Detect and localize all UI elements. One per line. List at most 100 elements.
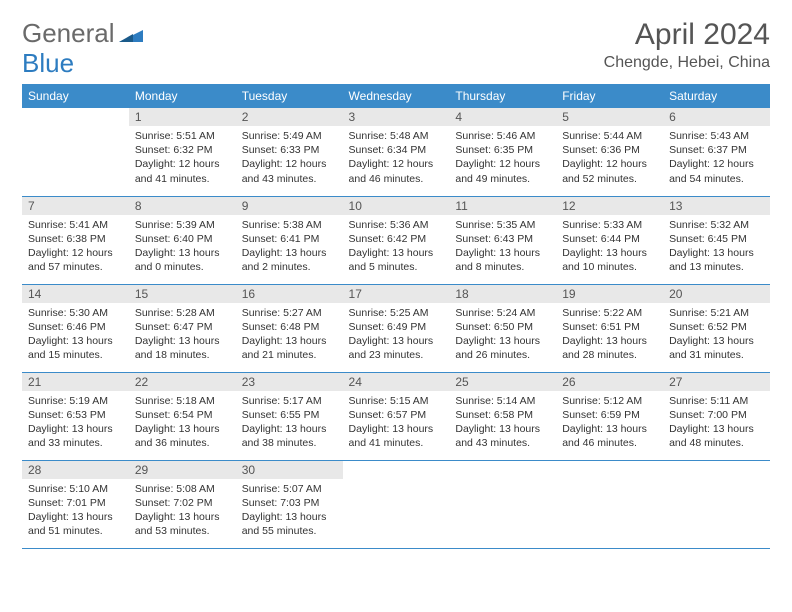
day-details: Sunrise: 5:07 AMSunset: 7:03 PMDaylight:…	[236, 479, 343, 544]
day-number: 1	[129, 108, 236, 126]
day-details: Sunrise: 5:22 AMSunset: 6:51 PMDaylight:…	[556, 303, 663, 368]
sunset-text: Sunset: 6:34 PM	[349, 143, 444, 157]
sunrise-text: Sunrise: 5:44 AM	[562, 129, 657, 143]
day-details: Sunrise: 5:15 AMSunset: 6:57 PMDaylight:…	[343, 391, 450, 456]
logo-text-blue: Blue	[22, 48, 74, 79]
day-details: Sunrise: 5:43 AMSunset: 6:37 PMDaylight:…	[663, 126, 770, 191]
calendar-cell	[556, 460, 663, 548]
sunset-text: Sunset: 6:37 PM	[669, 143, 764, 157]
day-details: Sunrise: 5:28 AMSunset: 6:47 PMDaylight:…	[129, 303, 236, 368]
calendar-cell: 1Sunrise: 5:51 AMSunset: 6:32 PMDaylight…	[129, 108, 236, 196]
sunrise-text: Sunrise: 5:43 AM	[669, 129, 764, 143]
sunrise-text: Sunrise: 5:17 AM	[242, 394, 337, 408]
calendar-table: Sunday Monday Tuesday Wednesday Thursday…	[22, 84, 770, 549]
calendar-cell: 6Sunrise: 5:43 AMSunset: 6:37 PMDaylight…	[663, 108, 770, 196]
sunset-text: Sunset: 6:58 PM	[455, 408, 550, 422]
sunrise-text: Sunrise: 5:18 AM	[135, 394, 230, 408]
daylight-text: Daylight: 12 hours and 54 minutes.	[669, 157, 764, 185]
sunrise-text: Sunrise: 5:25 AM	[349, 306, 444, 320]
day-number: 6	[663, 108, 770, 126]
day-number: 4	[449, 108, 556, 126]
sunset-text: Sunset: 6:57 PM	[349, 408, 444, 422]
day-details: Sunrise: 5:39 AMSunset: 6:40 PMDaylight:…	[129, 215, 236, 280]
daylight-text: Daylight: 13 hours and 21 minutes.	[242, 334, 337, 362]
daylight-text: Daylight: 13 hours and 0 minutes.	[135, 246, 230, 274]
calendar-cell	[22, 108, 129, 196]
location-text: Chengde, Hebei, China	[604, 54, 770, 72]
sunrise-text: Sunrise: 5:11 AM	[669, 394, 764, 408]
sunrise-text: Sunrise: 5:38 AM	[242, 218, 337, 232]
day-number: 9	[236, 197, 343, 215]
daylight-text: Daylight: 13 hours and 18 minutes.	[135, 334, 230, 362]
calendar-cell: 22Sunrise: 5:18 AMSunset: 6:54 PMDayligh…	[129, 372, 236, 460]
sunrise-text: Sunrise: 5:27 AM	[242, 306, 337, 320]
daylight-text: Daylight: 13 hours and 48 minutes.	[669, 422, 764, 450]
weekday-header: Thursday	[449, 84, 556, 108]
daylight-text: Daylight: 12 hours and 43 minutes.	[242, 157, 337, 185]
logo: General	[22, 18, 143, 49]
daylight-text: Daylight: 13 hours and 46 minutes.	[562, 422, 657, 450]
daylight-text: Daylight: 13 hours and 8 minutes.	[455, 246, 550, 274]
daylight-text: Daylight: 13 hours and 5 minutes.	[349, 246, 444, 274]
daylight-text: Daylight: 13 hours and 43 minutes.	[455, 422, 550, 450]
sunrise-text: Sunrise: 5:14 AM	[455, 394, 550, 408]
sunrise-text: Sunrise: 5:39 AM	[135, 218, 230, 232]
sunrise-text: Sunrise: 5:32 AM	[669, 218, 764, 232]
sunrise-text: Sunrise: 5:41 AM	[28, 218, 123, 232]
daylight-text: Daylight: 12 hours and 52 minutes.	[562, 157, 657, 185]
daylight-text: Daylight: 13 hours and 13 minutes.	[669, 246, 764, 274]
sunset-text: Sunset: 6:33 PM	[242, 143, 337, 157]
weekday-header: Friday	[556, 84, 663, 108]
title-block: April 2024 Chengde, Hebei, China	[604, 18, 770, 72]
sunset-text: Sunset: 6:48 PM	[242, 320, 337, 334]
sunrise-text: Sunrise: 5:46 AM	[455, 129, 550, 143]
day-number: 26	[556, 373, 663, 391]
day-number	[663, 461, 770, 465]
calendar-cell: 26Sunrise: 5:12 AMSunset: 6:59 PMDayligh…	[556, 372, 663, 460]
sunset-text: Sunset: 6:53 PM	[28, 408, 123, 422]
sunrise-text: Sunrise: 5:19 AM	[28, 394, 123, 408]
calendar-cell: 18Sunrise: 5:24 AMSunset: 6:50 PMDayligh…	[449, 284, 556, 372]
calendar-cell: 2Sunrise: 5:49 AMSunset: 6:33 PMDaylight…	[236, 108, 343, 196]
day-details: Sunrise: 5:41 AMSunset: 6:38 PMDaylight:…	[22, 215, 129, 280]
daylight-text: Daylight: 13 hours and 41 minutes.	[349, 422, 444, 450]
day-number	[343, 461, 450, 465]
calendar-cell	[663, 460, 770, 548]
day-number: 29	[129, 461, 236, 479]
daylight-text: Daylight: 12 hours and 57 minutes.	[28, 246, 123, 274]
sunset-text: Sunset: 6:55 PM	[242, 408, 337, 422]
day-details: Sunrise: 5:32 AMSunset: 6:45 PMDaylight:…	[663, 215, 770, 280]
logo-text-general: General	[22, 18, 115, 49]
sunset-text: Sunset: 6:32 PM	[135, 143, 230, 157]
day-details: Sunrise: 5:17 AMSunset: 6:55 PMDaylight:…	[236, 391, 343, 456]
sunset-text: Sunset: 6:51 PM	[562, 320, 657, 334]
daylight-text: Daylight: 13 hours and 36 minutes.	[135, 422, 230, 450]
day-number: 7	[22, 197, 129, 215]
sunrise-text: Sunrise: 5:48 AM	[349, 129, 444, 143]
sunset-text: Sunset: 6:42 PM	[349, 232, 444, 246]
day-number	[449, 461, 556, 465]
page-title: April 2024	[604, 18, 770, 52]
calendar-cell: 28Sunrise: 5:10 AMSunset: 7:01 PMDayligh…	[22, 460, 129, 548]
sunset-text: Sunset: 6:49 PM	[349, 320, 444, 334]
day-number: 8	[129, 197, 236, 215]
day-number: 25	[449, 373, 556, 391]
day-details: Sunrise: 5:27 AMSunset: 6:48 PMDaylight:…	[236, 303, 343, 368]
daylight-text: Daylight: 12 hours and 46 minutes.	[349, 157, 444, 185]
day-details: Sunrise: 5:35 AMSunset: 6:43 PMDaylight:…	[449, 215, 556, 280]
day-details: Sunrise: 5:14 AMSunset: 6:58 PMDaylight:…	[449, 391, 556, 456]
day-number: 15	[129, 285, 236, 303]
day-details: Sunrise: 5:44 AMSunset: 6:36 PMDaylight:…	[556, 126, 663, 191]
day-number: 14	[22, 285, 129, 303]
calendar-row: 21Sunrise: 5:19 AMSunset: 6:53 PMDayligh…	[22, 372, 770, 460]
day-number: 30	[236, 461, 343, 479]
calendar-cell	[449, 460, 556, 548]
sunrise-text: Sunrise: 5:33 AM	[562, 218, 657, 232]
daylight-text: Daylight: 13 hours and 26 minutes.	[455, 334, 550, 362]
day-number: 27	[663, 373, 770, 391]
sunset-text: Sunset: 6:40 PM	[135, 232, 230, 246]
calendar-cell: 16Sunrise: 5:27 AMSunset: 6:48 PMDayligh…	[236, 284, 343, 372]
daylight-text: Daylight: 13 hours and 33 minutes.	[28, 422, 123, 450]
sunset-text: Sunset: 6:47 PM	[135, 320, 230, 334]
day-details: Sunrise: 5:49 AMSunset: 6:33 PMDaylight:…	[236, 126, 343, 191]
